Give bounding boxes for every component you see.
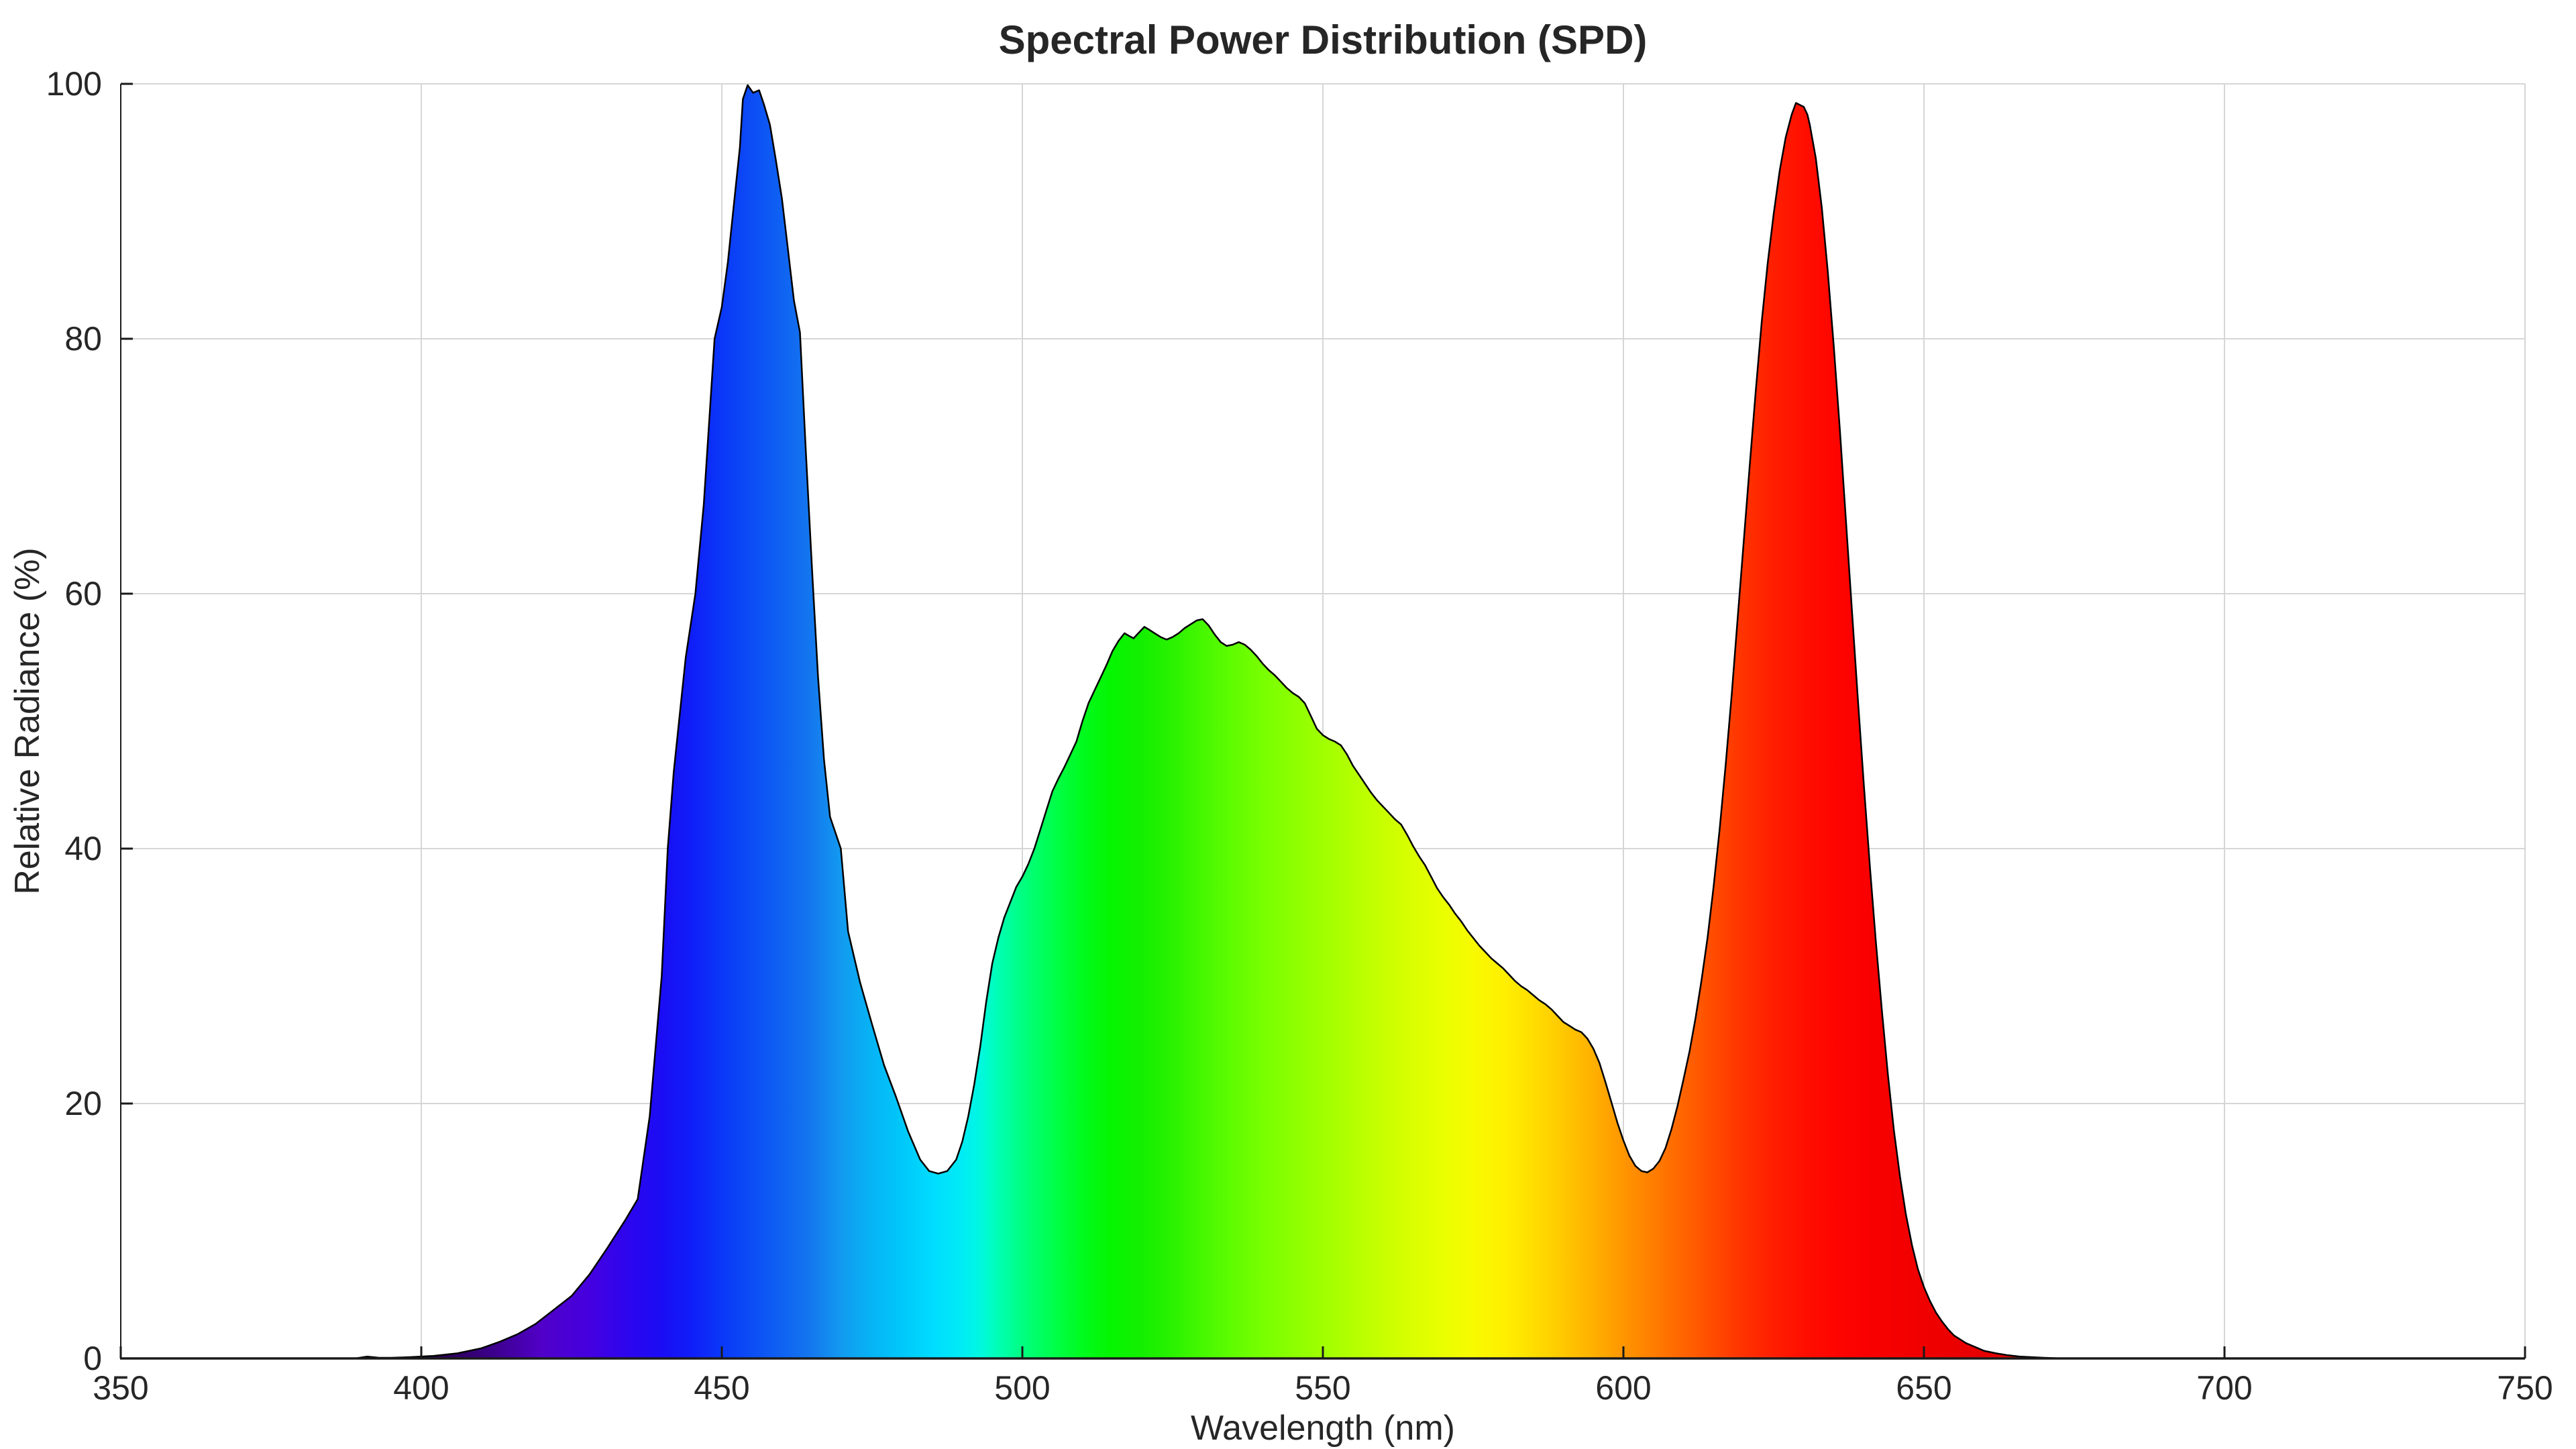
x-tick-label: 350 [93,1369,148,1407]
y-tick-label: 40 [64,830,102,867]
y-tick-label: 20 [64,1085,102,1122]
x-tick-label: 400 [393,1369,449,1407]
x-tick-label: 700 [2196,1369,2252,1407]
y-axis-title: Relative Radiance (%) [8,547,47,894]
y-tick-label: 60 [64,575,102,612]
tick-labels: 350 400 450 500 550 600 650 700 750 0 20 40 60 80 100 [46,65,2553,1407]
axes [119,83,2526,1360]
x-tick-label: 550 [1295,1369,1350,1407]
y-tick-label: 100 [46,65,102,103]
y-tick-label: 80 [64,320,102,358]
spd-area [121,85,2525,1358]
spd-curve [121,84,2525,1360]
y-tick-label: 0 [83,1340,102,1377]
spd-series [121,84,2525,1360]
x-tick-label: 500 [994,1369,1050,1407]
x-tick-label: 750 [2497,1369,2553,1407]
chart-title: Spectral Power Distribution (SPD) [999,17,1648,62]
x-tick-label: 650 [1896,1369,1951,1407]
x-tick-label: 600 [1595,1369,1651,1407]
x-axis-title: Wavelength (nm) [1191,1409,1455,1448]
x-tick-label: 450 [694,1369,749,1407]
